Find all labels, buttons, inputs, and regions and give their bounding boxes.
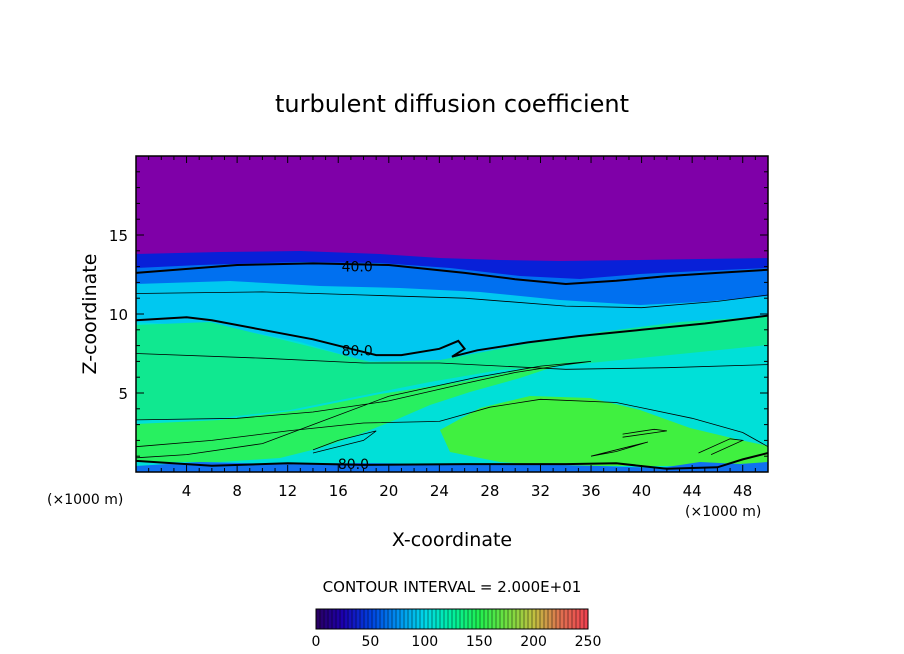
contour-interval-label: CONTOUR INTERVAL = 2.000E+01	[323, 578, 582, 596]
fill-purple-top	[136, 156, 768, 261]
x-tick-label-4: 4	[182, 482, 192, 500]
y-tick-label-10: 10	[109, 306, 128, 324]
fill-deep-blue	[136, 249, 768, 279]
x-tick-label-20: 20	[379, 482, 398, 500]
x-tick-label-36: 36	[581, 482, 600, 500]
contour-line-160-7	[590, 441, 649, 457]
x-tick-label-12: 12	[278, 482, 297, 500]
colorbar-ticks: 0 50 100 150 200 250	[312, 634, 602, 650]
contour-label-1: 80.0	[342, 343, 373, 359]
x-tick-label-28: 28	[480, 482, 499, 500]
contour-line-140-5	[136, 398, 768, 448]
x-axis-label: X-coordinate	[392, 529, 512, 551]
colorbar-tick-label-200: 200	[520, 634, 547, 650]
x-tick-label-44: 44	[683, 482, 702, 500]
contour-line-100-3	[136, 353, 768, 370]
fill-green-core	[440, 396, 768, 466]
colorbar-tick-label-0: 0	[312, 634, 321, 650]
y-tick-label-5: 5	[118, 385, 128, 403]
x-tick-label-16: 16	[329, 482, 348, 500]
contour-line-40-0	[136, 262, 768, 286]
fill-upper-blue	[136, 254, 768, 305]
x-tick-label-48: 48	[733, 482, 752, 500]
y-tick-label-15: 15	[109, 227, 128, 245]
contour-line-160-9	[698, 438, 745, 455]
colorbar-tick-label-150: 150	[466, 634, 493, 650]
contour-labels: 40.0 80.0 80.0	[338, 260, 373, 474]
contour-line-80-10	[136, 452, 768, 470]
contour-label-2: 80.0	[338, 457, 369, 473]
x-unit-left: (×1000 m)	[47, 492, 123, 508]
contour-line-160-6	[312, 430, 377, 454]
y-axis-ticks: 5 10 15	[109, 171, 768, 457]
fill-surface-blue	[136, 462, 768, 472]
contour-line-160-8	[622, 428, 667, 438]
colorbar: 0 50 100 150 200 250	[312, 608, 602, 650]
colorbar-tick-label-250: 250	[575, 634, 602, 650]
colorbar-stripes	[319, 609, 585, 629]
colorbar-tick-label-100: 100	[411, 634, 438, 650]
fill-green-band	[136, 316, 768, 420]
x-tick-label-24: 24	[430, 482, 449, 500]
x-tick-label-40: 40	[632, 482, 651, 500]
y-axis-label: Z-coordinate	[79, 254, 101, 375]
x-tick-label-8: 8	[232, 482, 242, 500]
contour-line-60-1	[136, 291, 768, 309]
contour-lines	[136, 262, 768, 470]
contour-label-0: 40.0	[342, 260, 373, 276]
colorbar-tick-label-50: 50	[361, 634, 379, 650]
contour-line-120-4	[136, 361, 592, 459]
x-tick-label-32: 32	[531, 482, 550, 500]
contour-line-80-2	[136, 314, 768, 358]
chart-title: turbulent diffusion coefficient	[275, 90, 629, 118]
x-axis-ticks: 4 8 12 16 20 24 28 32 36 40 44 48	[148, 156, 756, 500]
x-unit-right: (×1000 m)	[685, 504, 761, 520]
fill-lower-green	[136, 362, 568, 462]
contour-fill	[136, 156, 768, 472]
